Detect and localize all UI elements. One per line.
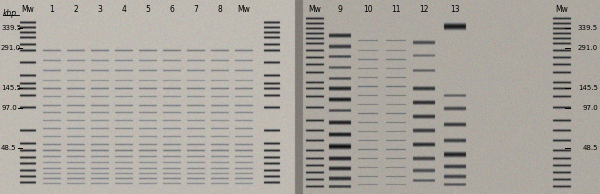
Text: Mw: Mw <box>22 4 34 14</box>
Text: 6: 6 <box>170 4 175 14</box>
Text: Mw: Mw <box>308 4 322 14</box>
Text: 97.0: 97.0 <box>582 105 598 111</box>
Text: 11: 11 <box>391 4 401 14</box>
Text: 97.0: 97.0 <box>1 105 17 111</box>
Text: 2: 2 <box>74 4 79 14</box>
Text: 5: 5 <box>146 4 151 14</box>
Text: 7: 7 <box>194 4 199 14</box>
Text: 291.0: 291.0 <box>1 45 21 51</box>
Text: 48.5: 48.5 <box>583 145 598 151</box>
Text: 339.5: 339.5 <box>1 25 21 31</box>
Text: Mw: Mw <box>556 4 568 14</box>
Text: 8: 8 <box>218 4 223 14</box>
Text: 4: 4 <box>122 4 127 14</box>
Text: 145.5: 145.5 <box>1 85 21 91</box>
Text: 48.5: 48.5 <box>1 145 17 151</box>
Text: 291.0: 291.0 <box>578 45 598 51</box>
Text: 13: 13 <box>450 4 460 14</box>
Text: Mw: Mw <box>238 4 250 14</box>
Text: 12: 12 <box>419 4 429 14</box>
Text: 10: 10 <box>363 4 373 14</box>
Text: 9: 9 <box>338 4 343 14</box>
Text: 339.5: 339.5 <box>578 25 598 31</box>
Text: 1: 1 <box>50 4 55 14</box>
Text: 145.5: 145.5 <box>578 85 598 91</box>
Text: kbp: kbp <box>3 9 17 17</box>
Text: 3: 3 <box>98 4 103 14</box>
